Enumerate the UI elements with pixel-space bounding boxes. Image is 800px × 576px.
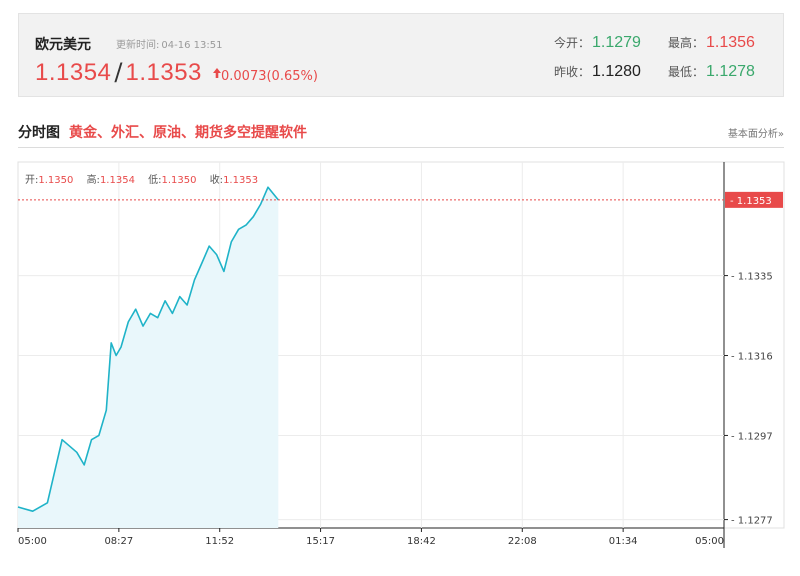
ask-price: 1.1353 bbox=[125, 59, 202, 86]
update-time-value: 04-16 13:51 bbox=[161, 40, 223, 51]
pair-name: 欧元美元 bbox=[35, 37, 91, 53]
update-time-label: 更新时间: bbox=[116, 40, 160, 51]
stat-prev-close: 昨收： 1.1280 bbox=[554, 63, 641, 81]
bid-price: 1.1354 bbox=[35, 59, 112, 86]
ohlc-low-label: 低: bbox=[148, 175, 162, 186]
high-value: 1.1356 bbox=[706, 34, 755, 51]
stat-open: 今开： 1.1279 bbox=[554, 34, 641, 52]
x-tick-label: 01:34 bbox=[609, 536, 638, 547]
y-tick-label: - 1.1335 bbox=[731, 272, 773, 283]
current-price-tag-bg bbox=[725, 191, 783, 208]
low-value: 1.1278 bbox=[706, 63, 755, 80]
current-price-label: - 1.1353 bbox=[730, 196, 772, 207]
prev-close-value: 1.1280 bbox=[592, 63, 641, 80]
y-tick-label: - 1.1277 bbox=[731, 516, 773, 527]
ohlc-high-label: 高: bbox=[86, 175, 100, 186]
x-tick-label: 05:00 bbox=[18, 536, 47, 547]
open-value: 1.1279 bbox=[592, 34, 641, 51]
y-tick-label: - 1.1316 bbox=[731, 352, 773, 363]
x-tick-label: 18:42 bbox=[407, 536, 436, 547]
section-title: 分时图 bbox=[18, 125, 60, 141]
ohlc-readout: 开:1.1350 高:1.1354 低:1.1350 收:1.1353 bbox=[25, 171, 268, 186]
quote-panel: 欧元美元 更新时间: 04-16 13:51 1.1354/1.1353 0.00… bbox=[18, 13, 784, 97]
price-area-fill bbox=[18, 187, 279, 528]
x-tick-label: 11:52 bbox=[205, 536, 234, 547]
ohlc-high-value: 1.1354 bbox=[99, 175, 135, 186]
stat-high: 最高： 1.1356 bbox=[668, 34, 755, 52]
prev-close-label: 昨收： bbox=[554, 65, 591, 79]
ohlc-low-value: 1.1350 bbox=[161, 175, 197, 186]
open-label: 今开： bbox=[554, 36, 591, 50]
low-label: 最低： bbox=[668, 65, 705, 79]
x-axis-labels: 05:00 08:27 11:52 15:17 18:42 22:08 01:34 05:00 bbox=[18, 536, 724, 547]
section-divider bbox=[18, 147, 784, 148]
ohlc-close-value: 1.1353 bbox=[223, 175, 259, 186]
x-tick-label: 22:08 bbox=[508, 536, 537, 547]
price-separator: / bbox=[114, 58, 123, 86]
promo-link[interactable]: 黄金、外汇、原油、期货多空提醒软件 bbox=[69, 125, 307, 141]
price-change: 0.0073(0.65%) bbox=[221, 69, 318, 84]
x-tick-label: 15:17 bbox=[306, 536, 335, 547]
y-tick-label: - 1.1297 bbox=[731, 431, 773, 442]
ohlc-close-label: 收: bbox=[209, 175, 224, 186]
current-price-tag: - 1.1353 bbox=[725, 191, 783, 208]
analysis-link[interactable]: 基本面分析» bbox=[727, 129, 784, 140]
price-line bbox=[17, 186, 279, 512]
update-time: 更新时间: 04-16 13:51 bbox=[114, 36, 222, 51]
y-axis-labels: - 1.1277 - 1.1297 - 1.1316 - 1.1335 bbox=[731, 272, 773, 527]
price-row: 1.1354/1.1353 0.0073(0.65%) bbox=[35, 58, 318, 87]
high-label: 最高： bbox=[668, 36, 705, 50]
stat-low: 最低： 1.1278 bbox=[668, 63, 755, 81]
up-arrow-icon bbox=[213, 63, 221, 82]
ohlc-open-label: 开: bbox=[25, 175, 39, 186]
ohlc-open-value: 1.1350 bbox=[38, 175, 74, 186]
x-tick-label: 05:00 bbox=[695, 536, 724, 547]
x-tick-label: 08:27 bbox=[104, 536, 133, 547]
